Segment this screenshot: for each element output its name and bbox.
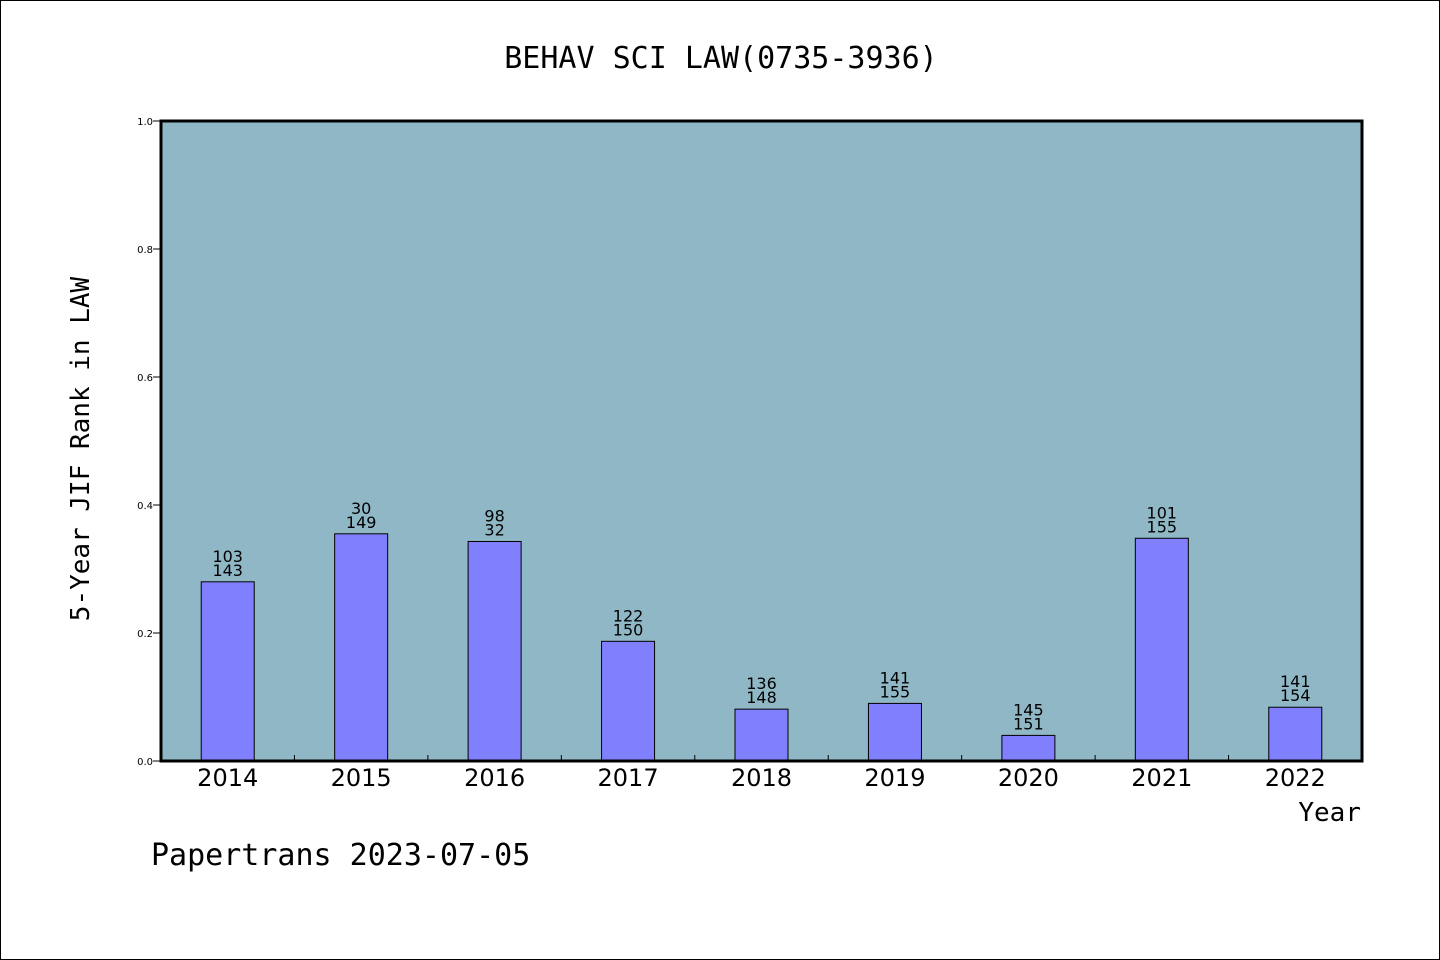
bar-label-top-2016: 98	[484, 506, 504, 525]
footer-text: Papertrans 2023-07-05	[151, 838, 530, 873]
bar-2021	[1134, 537, 1189, 762]
y-tick-label-0.4: 0.4	[137, 501, 153, 512]
x-tick-label-2021: 2021	[1131, 764, 1192, 792]
bar-label-top-2017: 122	[613, 606, 644, 625]
chart-title: BEHAV SCI LAW(0735-3936)	[504, 41, 937, 76]
y-axis: 0.0 0.2 0.4 0.6 0.8 1.0	[137, 117, 161, 768]
bar-label-bottom-2021: 155	[1147, 517, 1178, 536]
x-tick-label-2018: 2018	[731, 764, 792, 792]
bar-2016	[467, 540, 522, 762]
x-tick-label-2019: 2019	[864, 764, 925, 792]
bar-label-top-2021: 101	[1147, 503, 1178, 522]
x-tick-label-2015: 2015	[331, 764, 392, 792]
bar-label-top-2014: 103	[212, 547, 243, 566]
bar-label-bottom-2020: 151	[1013, 714, 1044, 733]
bar-label-top-2019: 141	[880, 668, 911, 687]
y-tick-label-0.0: 0.0	[137, 757, 153, 768]
bar-label-bottom-2019: 155	[880, 682, 911, 701]
bar-2022	[1268, 706, 1323, 762]
bar-2017	[601, 640, 656, 762]
plot-border	[159, 119, 1364, 763]
x-axis: 2014 2015 2016 2017 2018 2019 2020 2021 2022	[197, 755, 1326, 792]
bar-label-top-2018: 136	[746, 674, 777, 693]
bar-label-top-2020: 145	[1013, 700, 1044, 719]
bar-label-bottom-2015: 149	[346, 513, 377, 532]
bar-2019	[867, 702, 922, 762]
bar-2018	[734, 708, 789, 762]
bars-group	[200, 533, 1323, 762]
x-axis-label: Year	[1298, 798, 1361, 828]
bar-label-bottom-2018: 148	[746, 688, 777, 707]
y-axis-label: 5-Year JIF Rank in LAW	[66, 276, 96, 621]
bar-label-bottom-2022: 154	[1280, 686, 1311, 705]
y-tick-label-0.2: 0.2	[137, 629, 153, 640]
bar-label-top-2015: 30	[351, 499, 371, 518]
bar-label-bottom-2017: 150	[613, 620, 644, 639]
bar-label-top-2022: 141	[1280, 672, 1311, 691]
x-tick-label-2017: 2017	[598, 764, 659, 792]
x-tick-label-2014: 2014	[197, 764, 258, 792]
bar-2015	[334, 533, 389, 762]
x-tick-label-2022: 2022	[1265, 764, 1326, 792]
x-tick-label-2016: 2016	[464, 764, 525, 792]
y-tick-label-1.0: 1.0	[137, 117, 153, 128]
bar-label-bottom-2016: 32	[484, 520, 504, 539]
y-tick-label-0.8: 0.8	[137, 245, 153, 256]
y-tick-label-0.6: 0.6	[137, 373, 153, 384]
bar-2014	[200, 581, 255, 762]
x-tick-label-2020: 2020	[998, 764, 1059, 792]
bar-label-bottom-2014: 143	[212, 561, 243, 580]
bar-2020	[1001, 734, 1056, 762]
